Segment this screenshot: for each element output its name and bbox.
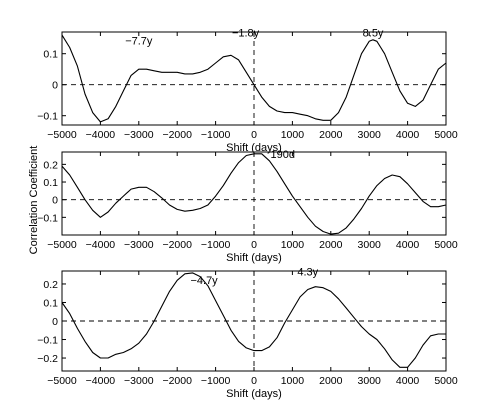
x-tick-label: 4000 [396,129,420,141]
correlation-series-line [61,34,447,123]
y-tick-label: 0.1 [43,49,58,61]
y-tick-label: −0.1 [37,212,58,224]
x-tick-label: 0 [251,239,257,251]
y-tick-label: 0.2 [43,159,58,171]
x-tick-label: −2000 [162,375,192,387]
x-tick-label: −1000 [201,375,231,387]
x-tick-label: 1000 [281,239,305,251]
x-tick-label: −4000 [86,375,116,387]
y-tick-label: −0.1 [37,335,58,347]
y-tick-label: 0 [52,316,58,328]
peak-annotation: 4.3y [297,267,318,279]
x-tick-label: −5000 [47,375,77,387]
peak-annotation: −1.8y [232,28,260,40]
x-axis-label: Shift (days) [226,388,282,400]
correlation-series-line [61,153,447,235]
x-tick-label: 1000 [281,129,305,141]
y-tick-label: 0 [52,80,58,92]
x-tick-label: 5000 [434,129,458,141]
x-tick-label: 4000 [396,375,420,387]
y-tick-label: −0.2 [37,353,58,365]
x-tick-label: 2000 [319,129,343,141]
panel-middle: −5000 −4000 −3000 −2000 −1000 0 1000 2000 3000 40… [37,149,458,264]
x-tick-label: 3000 [358,129,382,141]
x-tick-label: 1000 [281,375,305,387]
x-tick-label: 3000 [358,239,382,251]
correlation-series-line [61,272,446,368]
x-tick-label: −5000 [47,239,77,251]
x-tick-label: 4000 [396,239,420,251]
y-tick-label: −0.1 [37,111,58,123]
x-tick-label: −3000 [124,375,154,387]
x-tick-label: −1000 [201,239,231,251]
peak-annotation: 8.5y [363,28,384,40]
y-tick-label: 0.2 [43,279,58,291]
x-tick-label: 0 [251,129,257,141]
x-tick-label: −1000 [201,129,231,141]
x-tick-label: −4000 [86,239,116,251]
x-tick-label: −2000 [162,239,192,251]
panel-top: −5000 −4000 −3000 −2000 −1000 0 1000 2000 3000 40… [37,28,458,154]
x-tick-label: 5000 [434,239,458,251]
x-tick-label: −4000 [86,129,116,141]
x-axis-label: Shift (days) [226,252,282,264]
y-tick-label: 0.1 [43,297,58,309]
x-axis-label: Shift (days) [226,142,282,154]
x-tick-label: 2000 [319,375,343,387]
y-axis-label: Correlation Coefficient [28,146,40,255]
y-tick-label: 0 [52,195,58,207]
x-tick-label: 5000 [434,375,458,387]
x-tick-label: 0 [251,375,257,387]
y-tick-label: 0.1 [43,177,58,189]
x-tick-label: 2000 [319,239,343,251]
x-tick-label: −3000 [124,129,154,141]
panel-bottom: −5000 −4000 −3000 −2000 −1000 0 1000 2000 3000 40… [37,267,458,400]
peak-annotation: 190d [271,149,295,161]
x-tick-label: −5000 [47,129,77,141]
x-tick-label: −2000 [162,129,192,141]
x-tick-label: −3000 [124,239,154,251]
x-tick-label: 3000 [358,375,382,387]
peak-annotation: −7.7y [125,35,153,47]
peak-annotation: −4.7y [190,275,218,287]
